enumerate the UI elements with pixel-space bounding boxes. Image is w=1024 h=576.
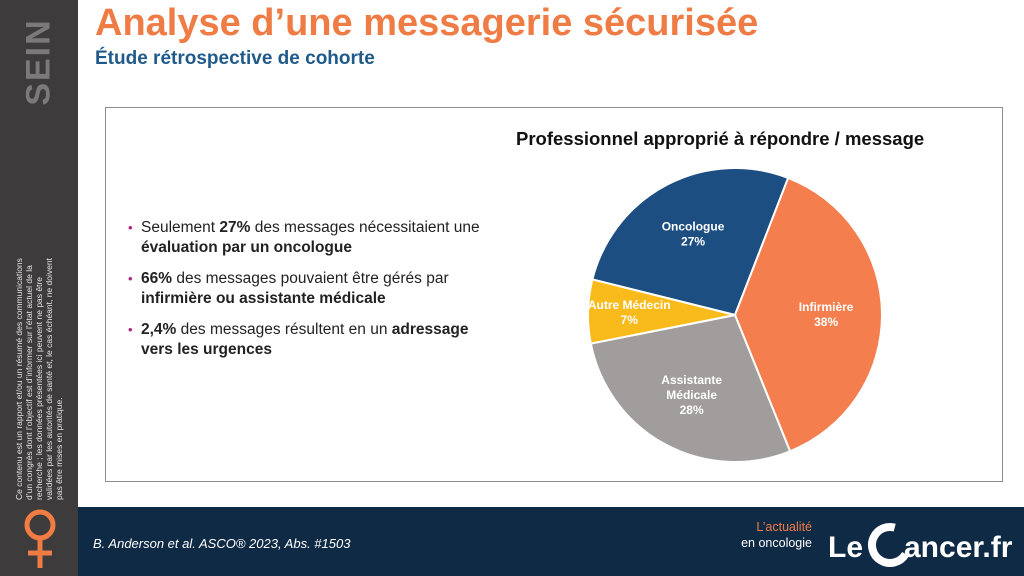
tagline-oncologie: en oncologie — [741, 536, 812, 550]
bullet-dot-icon: • — [128, 220, 133, 235]
pie-slice-assistante-médicale — [589, 313, 792, 463]
bullet-item: • Seulement 27% des messages nécessitaien… — [128, 219, 480, 256]
sidebar: SEIN Ce contenu est un rapport et/ou un … — [0, 0, 78, 576]
category-label: SEIN — [19, 18, 58, 106]
slide-subtitle: Étude rétrospective de cohorte — [95, 48, 375, 69]
pie-label-3: Autre Médecin 7% — [588, 298, 671, 327]
chart-title: Professionnel approprié à répondre / mes… — [516, 128, 925, 149]
bullet-item: • 66% des messages pouvaient être gérés p… — [128, 270, 449, 307]
reference-citation: B. Anderson et al. ASCO® 2023, Abs. #150… — [93, 536, 351, 551]
bullet-list: • Seulement 27% des messages nécessitaien… — [128, 218, 498, 371]
pie-label-0: Oncologue 27% — [662, 220, 725, 249]
pie-slice-autre-médecin — [587, 278, 736, 345]
slide-title: Analyse d’une messagerie sécurisée — [95, 2, 759, 44]
pie-label-1: Infirmière 38% — [799, 300, 854, 329]
tagline-actualite: L’actualité — [756, 520, 812, 534]
logo-c-mark — [868, 523, 912, 567]
logo-cancer-text: ancer.fr — [904, 531, 1013, 564]
disclaimer-text: Ce contenu est un rapport et/ou un résum… — [14, 258, 64, 500]
pie-slice-oncologue — [591, 167, 790, 317]
female-symbol-icon — [24, 509, 56, 568]
bullet-item: • 2,4% des messages résultent en un adres… — [128, 321, 469, 358]
logo-le-text: Le — [828, 531, 863, 564]
bullet-dot-icon: • — [128, 322, 133, 337]
footer-bar — [78, 507, 1024, 576]
bullet-dot-icon: • — [128, 271, 133, 286]
pie-slice-infirmière — [733, 176, 883, 453]
pie-label-2: Assistante Médicale 28% — [661, 373, 722, 417]
pie-chart: Oncologue 27% Infirmière 38% Assistante Médic… — [587, 167, 883, 463]
lecancer-logo[interactable]: Le ancer.fr — [826, 517, 1016, 573]
